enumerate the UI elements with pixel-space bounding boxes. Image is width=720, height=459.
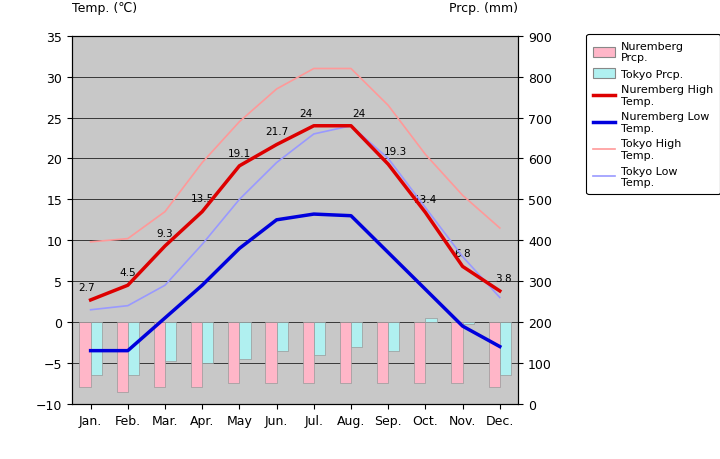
Bar	[228, 322, 239, 384]
Bar	[500, 322, 511, 375]
Text: 13.4: 13.4	[414, 195, 437, 205]
Bar	[128, 322, 139, 375]
Text: 24: 24	[352, 108, 365, 118]
Bar	[340, 322, 351, 384]
Bar	[388, 322, 400, 351]
Bar	[462, 322, 474, 324]
Bar	[276, 322, 288, 351]
Bar	[489, 322, 500, 387]
Text: 24: 24	[300, 108, 313, 118]
Bar	[302, 322, 314, 384]
Text: 19.3: 19.3	[384, 147, 408, 157]
Text: 9.3: 9.3	[157, 228, 174, 238]
Text: 2.7: 2.7	[78, 282, 95, 292]
Bar	[451, 322, 462, 384]
Bar	[314, 322, 325, 355]
Text: Temp. (℃): Temp. (℃)	[72, 2, 137, 15]
Bar	[377, 322, 388, 384]
Bar	[239, 322, 251, 359]
Bar	[426, 318, 436, 322]
Bar	[154, 322, 165, 387]
Text: 13.5: 13.5	[191, 194, 214, 204]
Text: 3.8: 3.8	[495, 273, 512, 283]
Bar	[351, 322, 362, 347]
Text: 4.5: 4.5	[120, 268, 136, 277]
Bar	[414, 322, 426, 384]
Bar	[91, 322, 102, 375]
Text: Prcp. (mm): Prcp. (mm)	[449, 2, 518, 15]
Bar	[191, 322, 202, 387]
Text: 6.8: 6.8	[454, 249, 471, 259]
Text: 19.1: 19.1	[228, 148, 251, 158]
Bar	[117, 322, 128, 392]
Bar	[266, 322, 276, 384]
Bar	[165, 322, 176, 362]
Bar	[79, 322, 91, 387]
Bar	[202, 322, 213, 363]
Legend: Nuremberg
Prcp., Tokyo Prcp., Nuremberg High
Temp., Nuremberg Low
Temp., Tokyo H: Nuremberg Prcp., Tokyo Prcp., Nuremberg …	[587, 35, 720, 195]
Text: 21.7: 21.7	[265, 127, 288, 137]
